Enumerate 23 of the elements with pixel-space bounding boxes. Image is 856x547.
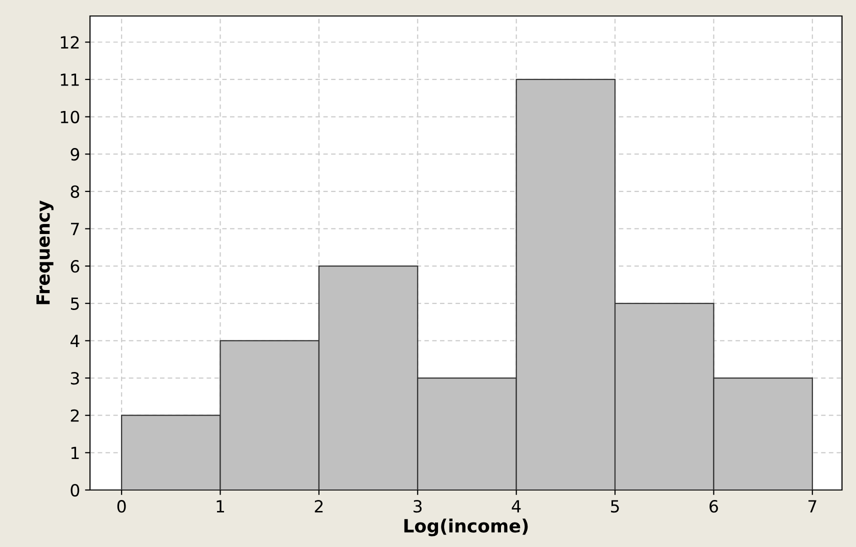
y-tick-label: 2 [70,409,79,422]
y-tick-label: 3 [70,372,79,385]
y-tick-label: 1 [72,446,79,460]
y-tick-label: 5 [70,298,79,310]
y-tick-label: 9 [70,148,80,161]
x-tick-label: 0 [117,500,126,513]
y-tick-label: 10 [60,110,80,124]
x-tick-label: 2 [314,500,323,512]
y-tick-label: 8 [70,185,80,198]
x-tick-label: 3 [414,500,422,513]
y-tick-label: 6 [70,260,80,273]
x-tick-label: 7 [808,500,816,512]
y-tick-label: 12 [60,36,79,48]
x-tick-label: 6 [710,500,718,513]
x-tick-label: 1 [216,500,224,512]
y-tick-label: 4 [70,334,80,348]
y-tick-label: 11 [60,74,79,86]
x-tick-label: 5 [611,500,619,513]
y-axis-title: Frequency [36,200,54,304]
y-tick-label: 0 [70,484,80,497]
x-axis-title: Log(income) [404,518,528,536]
x-tick-label: 4 [512,500,521,512]
y-tick-label: 7 [71,222,79,236]
